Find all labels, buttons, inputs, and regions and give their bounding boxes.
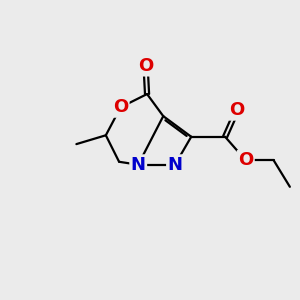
Text: N: N — [131, 156, 146, 174]
Text: O: O — [229, 101, 244, 119]
Text: O: O — [138, 57, 153, 75]
Text: O: O — [113, 98, 128, 116]
Text: N: N — [167, 156, 182, 174]
Text: O: O — [238, 151, 253, 169]
